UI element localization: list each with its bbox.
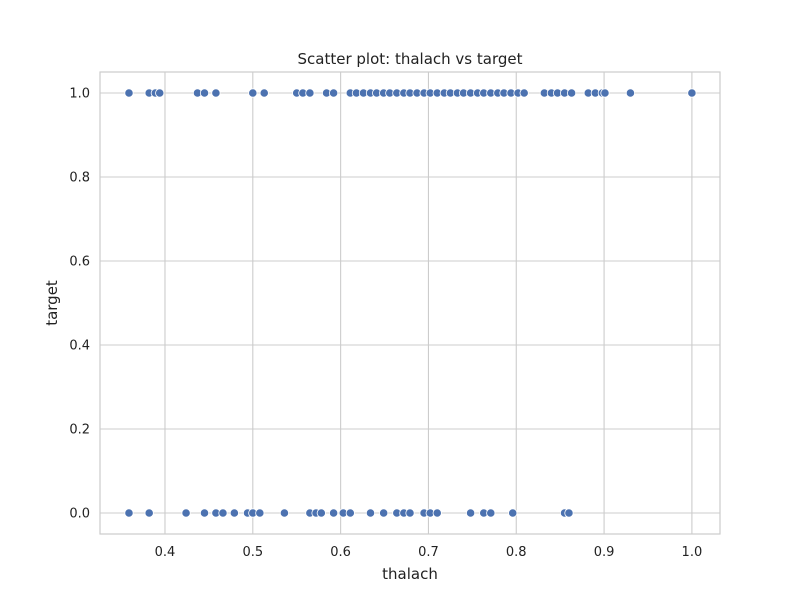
plot-area <box>100 72 720 534</box>
scatter-point <box>255 508 265 518</box>
scatter-point <box>687 88 697 98</box>
y-tick-label: 0.0 <box>69 507 90 522</box>
scatter-point <box>211 88 221 98</box>
tick-labels: 0.4 0.5 0.6 0.7 0.8 0.9 1.0 0.0 0.2 0.4 0.6 0.8 1.0 <box>69 87 702 561</box>
x-tick-label: 0.8 <box>506 545 527 560</box>
plot-frame <box>99 71 721 535</box>
y-tick-label: 0.4 <box>69 339 90 354</box>
scatter-point <box>144 508 154 518</box>
scatter-point <box>259 88 269 98</box>
y-tick-label: 0.8 <box>69 171 90 186</box>
scatter-point <box>328 88 339 98</box>
scatter-point <box>519 88 529 98</box>
scatter-point <box>305 88 315 98</box>
scatter-point <box>566 88 577 98</box>
scatter-point <box>199 88 210 98</box>
scatter-point <box>229 508 239 518</box>
chart-title: Scatter plot: thalach vs target <box>298 50 523 68</box>
scatter-point <box>508 508 518 518</box>
scatter-point <box>405 508 415 518</box>
x-axis-label: thalach <box>382 565 438 583</box>
scatter-point <box>625 88 636 98</box>
scatter-point <box>316 508 326 518</box>
data-points <box>124 88 697 518</box>
x-tick-label: 0.5 <box>242 545 263 560</box>
scatter-point <box>379 508 389 518</box>
x-tick-label: 0.9 <box>594 545 615 560</box>
scatter-point <box>465 508 476 518</box>
y-tick-label: 1.0 <box>69 87 90 102</box>
scatter-point <box>181 508 191 518</box>
scatter-point <box>600 88 610 98</box>
scatter-point <box>124 88 134 98</box>
scatter-point <box>328 508 339 518</box>
scatter-point <box>155 88 165 98</box>
y-axis-label: target <box>43 280 61 326</box>
scatter-point <box>199 508 210 518</box>
scatter-point <box>564 508 574 518</box>
scatter-point <box>486 508 496 518</box>
scatter-point <box>365 508 376 518</box>
scatter-point <box>124 508 134 518</box>
x-tick-label: 0.7 <box>418 545 439 560</box>
y-tick-label: 0.2 <box>69 423 90 438</box>
scatter-point <box>279 508 290 518</box>
x-tick-label: 0.6 <box>330 545 351 560</box>
scatter-point <box>432 508 442 518</box>
scatter-point <box>218 508 228 518</box>
x-tick-label: 1.0 <box>682 545 703 560</box>
scatter-point <box>248 88 258 98</box>
x-tick-label: 0.4 <box>155 545 176 560</box>
y-tick-label: 0.6 <box>69 255 90 270</box>
scatter-point <box>345 508 355 518</box>
